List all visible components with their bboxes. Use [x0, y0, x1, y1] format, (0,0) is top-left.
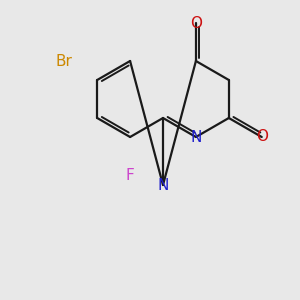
Text: Br: Br: [56, 53, 73, 68]
Text: O: O: [190, 16, 202, 31]
Text: N: N: [157, 178, 169, 193]
Text: N: N: [190, 130, 202, 145]
Text: O: O: [256, 130, 268, 145]
Text: F: F: [126, 167, 134, 182]
